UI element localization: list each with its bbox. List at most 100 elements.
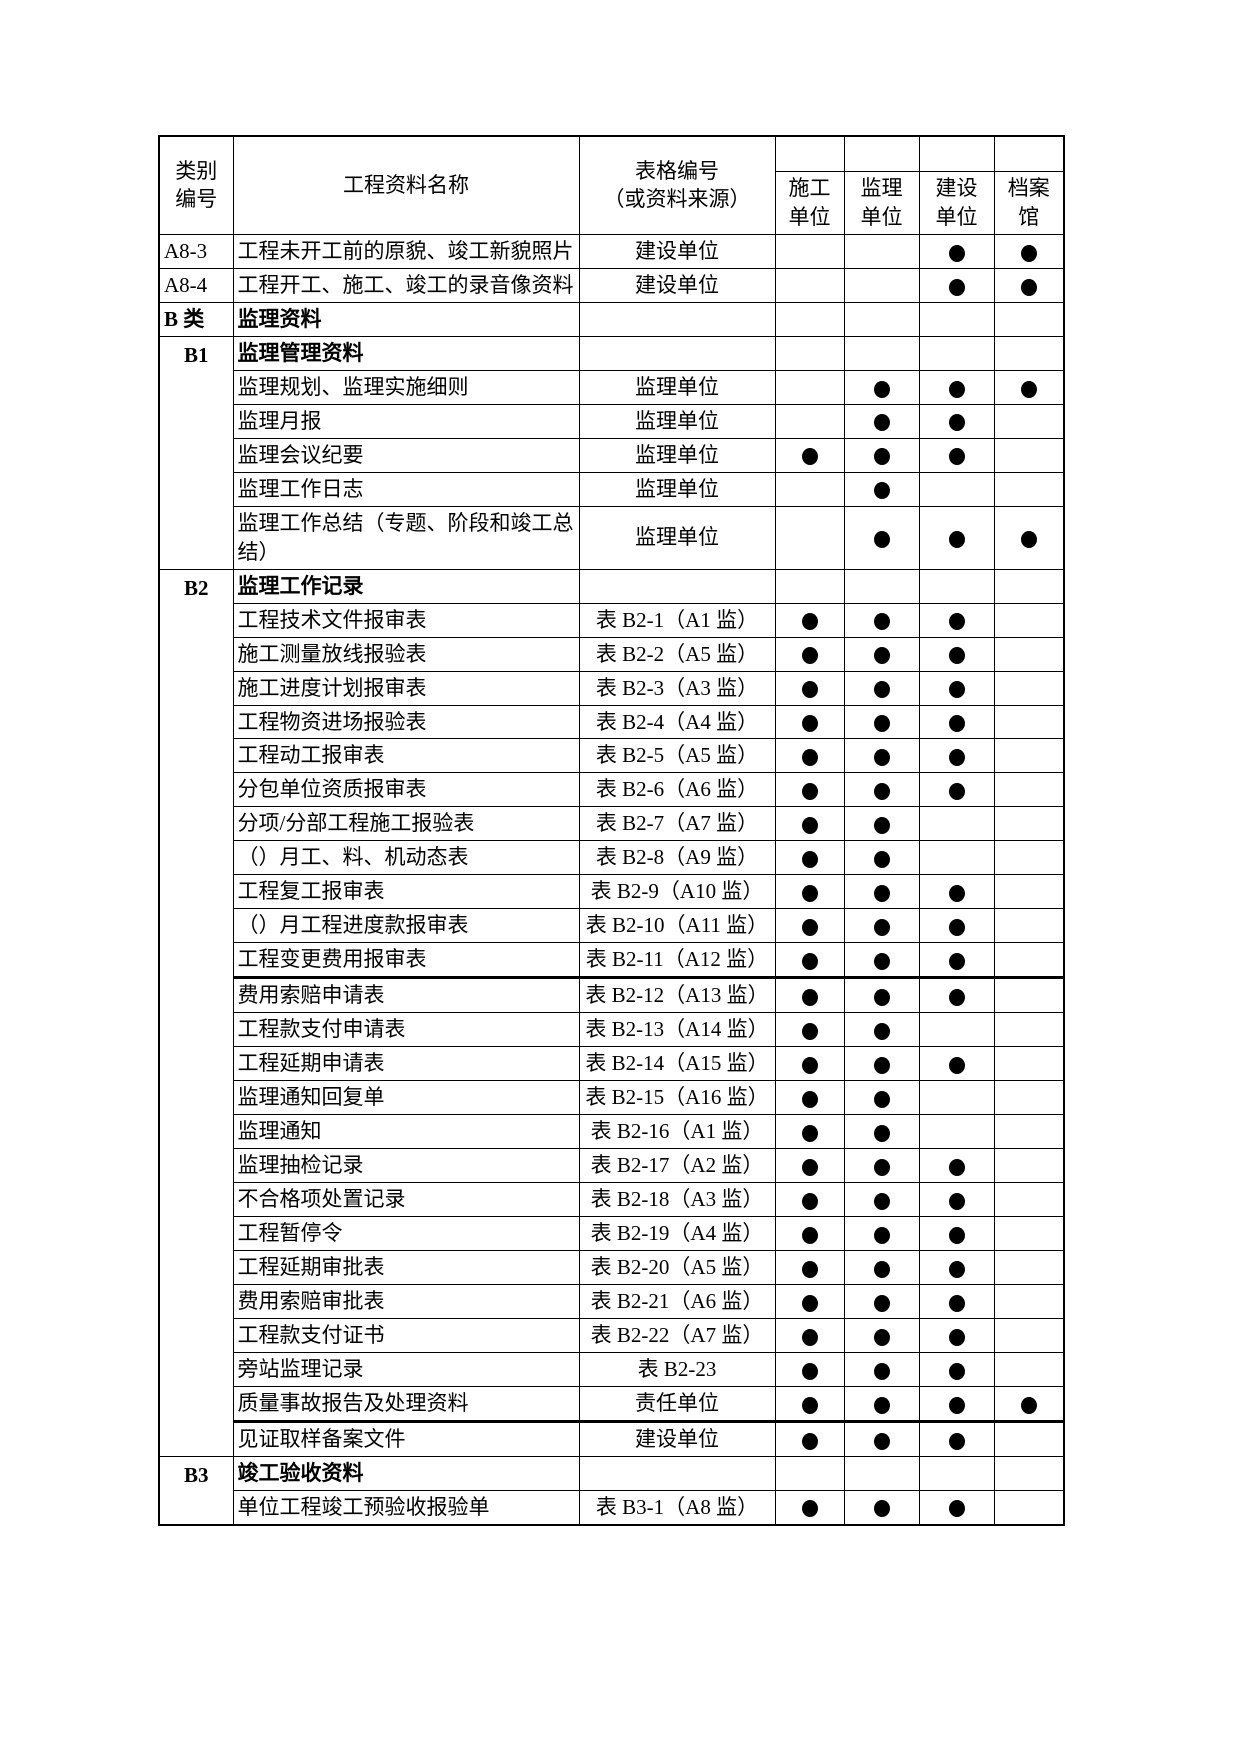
- mark-cell-construction-unit: [774, 772, 845, 808]
- mark-cell-archive: [993, 437, 1065, 473]
- doc-name-cell: 监理工作记录: [232, 568, 580, 604]
- mark-cell-construction-unit: [774, 1420, 845, 1457]
- doc-name-cell: 监理抽检记录: [232, 1148, 580, 1184]
- filled-circle-icon: [948, 1500, 965, 1518]
- form-number-cell: 表 B2-15（A16 监）: [578, 1080, 776, 1116]
- filled-circle-icon: [948, 783, 965, 801]
- filled-circle-icon: [801, 1226, 818, 1244]
- mark-cell-archive: [993, 1455, 1065, 1491]
- filled-circle-icon: [873, 380, 890, 398]
- mark-cell-construction-unit: [774, 1455, 845, 1491]
- category-code-cell: A8-3: [158, 233, 234, 269]
- mark-cell-construction-unit: [774, 1317, 845, 1353]
- mark-cell-archive: [993, 1182, 1065, 1218]
- form-number-cell: 表 B2-21（A6 监）: [578, 1283, 776, 1319]
- form-number-cell: 表 B2-18（A3 监）: [578, 1182, 776, 1218]
- mark-cell-supervision-unit: [843, 267, 920, 303]
- mark-cell-supervision-unit: [843, 1351, 920, 1387]
- filled-circle-icon: [948, 885, 965, 903]
- filled-circle-icon: [948, 1294, 965, 1312]
- filled-circle-icon: [873, 1056, 890, 1074]
- mark-cell-client-unit: [918, 1216, 995, 1251]
- mark-cell-supervision-unit: [843, 301, 920, 337]
- table-row: A8-3 工程未开工前的原貌、竣工新貌照片 建设单位: [158, 233, 1065, 269]
- header-empty-cell: [918, 135, 995, 172]
- filled-circle-icon: [873, 1362, 890, 1380]
- mark-cell-client-unit: [918, 568, 995, 604]
- table-row: 费用索赔审批表表 B2-21（A6 监）: [159, 1283, 1065, 1319]
- form-number-cell: 表 B2-16（A1 监）: [578, 1114, 776, 1150]
- filled-circle-icon: [801, 749, 818, 767]
- filled-circle-icon: [948, 681, 965, 699]
- form-number-cell: 表 B2-10（A11 监）: [578, 908, 776, 944]
- mark-cell-client-unit: [918, 704, 995, 740]
- table-row: B 类监理资料: [158, 301, 1065, 337]
- table-row: 工程技术文件报审表表 B2-1（A1 监）: [159, 602, 1065, 638]
- mark-cell-archive: [993, 1489, 1065, 1526]
- filled-circle-icon: [873, 1500, 890, 1518]
- mark-cell-supervision-unit: [843, 568, 920, 604]
- filled-circle-icon: [948, 1260, 965, 1278]
- filled-circle-icon: [1020, 278, 1037, 296]
- doc-name-cell: 监理规划、监理实施细则: [232, 369, 580, 405]
- doc-name-cell: 监理工作总结（专题、阶段和竣工总结）: [232, 505, 580, 570]
- doc-name-cell: 工程暂停令: [232, 1216, 580, 1251]
- mark-cell-client-unit: [918, 1317, 995, 1353]
- table-row: 施工进度计划报审表表 B2-3（A3 监）: [159, 670, 1065, 706]
- filled-circle-icon: [801, 1158, 818, 1176]
- header-construction-unit: 施工 单位: [774, 171, 845, 235]
- filled-circle-icon: [948, 919, 965, 936]
- mark-cell-supervision-unit: [843, 874, 920, 910]
- header-doc-name: 工程资料名称: [232, 135, 580, 235]
- table-header: 类别 编号 工程资料名称 表格编号 （或资料来源） 施工 单位 监理 单位 建设…: [158, 135, 1065, 235]
- mark-cell-client-unit: [918, 908, 995, 944]
- form-number-cell: 表 B2-12（A13 监）: [578, 977, 776, 1014]
- filled-circle-icon: [1020, 1396, 1037, 1414]
- filled-circle-icon: [873, 1396, 890, 1414]
- table-row: 费用索赔申请表表 B2-12（A13 监）: [159, 977, 1065, 1014]
- doc-name-cell: 不合格项处置记录: [232, 1182, 580, 1218]
- mark-cell-client-unit: [918, 1489, 995, 1526]
- mark-cell-supervision-unit: [843, 1317, 920, 1353]
- filled-circle-icon: [948, 647, 965, 665]
- table-row: 分包单位资质报审表表 B2-6（A6 监）: [159, 772, 1065, 808]
- mark-cell-client-unit: [918, 1114, 995, 1150]
- form-number-cell: 表 B2-23: [578, 1351, 776, 1387]
- form-number-cell: 表 B2-3（A3 监）: [578, 670, 776, 706]
- filled-circle-icon: [801, 1022, 818, 1040]
- mark-cell-archive: [993, 233, 1065, 269]
- table-row: 分项/分部工程施工报验表表 B2-7（A7 监）: [159, 806, 1065, 842]
- mark-cell-archive: [993, 1283, 1065, 1319]
- table-row: 质量事故报告及处理资料 责任单位: [159, 1385, 1065, 1423]
- filled-circle-icon: [948, 1158, 965, 1176]
- project-archive-table: 类别 编号 工程资料名称 表格编号 （或资料来源） 施工 单位 监理 单位 建设…: [158, 135, 1065, 1526]
- mark-cell-supervision-unit: [843, 1283, 920, 1319]
- mark-cell-archive: [993, 942, 1065, 980]
- doc-name-cell: 分包单位资质报审表: [232, 772, 580, 808]
- mark-cell-construction-unit: [774, 1148, 845, 1184]
- doc-name-cell: 施工测量放线报验表: [232, 636, 580, 672]
- mark-cell-supervision-unit: [843, 335, 920, 371]
- form-number-cell: 表 B2-11（A12 监）: [578, 942, 776, 980]
- form-number-cell: 表 B2-5（A5 监）: [578, 738, 776, 774]
- filled-circle-icon: [948, 414, 965, 432]
- mark-cell-construction-unit: [774, 471, 845, 507]
- mark-cell-construction-unit: [774, 977, 845, 1014]
- category-code-cell: B2: [158, 568, 234, 1457]
- header-client-unit: 建设 单位: [918, 171, 995, 235]
- mark-cell-archive: [993, 1012, 1065, 1048]
- form-number-cell: 表 B2-13（A14 监）: [578, 1012, 776, 1048]
- mark-cell-supervision-unit: [843, 1455, 920, 1491]
- header-empty-cell: [843, 135, 920, 172]
- mark-cell-construction-unit: [774, 1012, 845, 1048]
- mark-cell-archive: [993, 1351, 1065, 1387]
- header-archive: 档案 馆: [993, 171, 1065, 235]
- mark-cell-archive: [993, 636, 1065, 672]
- form-number-cell: 表 B2-19（A4 监）: [578, 1216, 776, 1251]
- mark-cell-archive: [993, 670, 1065, 706]
- filled-circle-icon: [801, 1432, 818, 1450]
- filled-circle-icon: [873, 414, 890, 432]
- form-number-cell: 表 B2-6（A6 监）: [578, 772, 776, 808]
- filled-circle-icon: [948, 244, 965, 262]
- mark-cell-supervision-unit: [843, 1489, 920, 1526]
